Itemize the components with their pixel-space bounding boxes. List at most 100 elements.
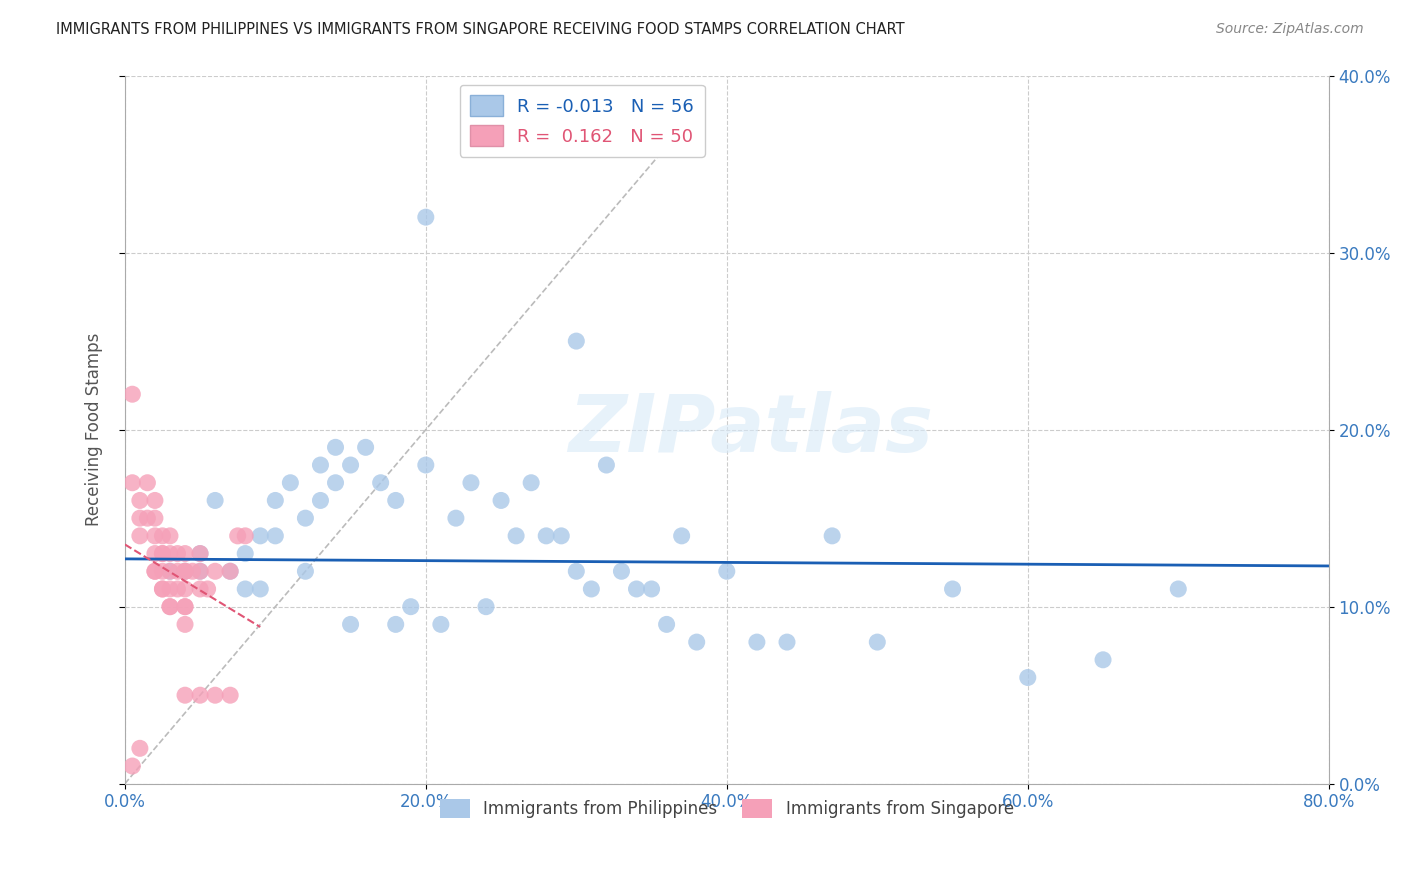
Point [520,475,543,490]
Point [143,547,166,561]
Point [1092,653,1115,667]
Point [188,547,211,561]
Point [174,582,197,596]
Point [430,617,453,632]
Point [128,493,150,508]
Point [159,564,181,578]
Text: Source: ZipAtlas.com: Source: ZipAtlas.com [1216,22,1364,37]
Point [565,564,588,578]
Point [219,564,242,578]
Point [610,564,633,578]
Point [188,564,211,578]
Point [143,493,166,508]
Point [188,582,211,596]
Text: ZIPatlas: ZIPatlas [568,391,934,468]
Point [866,635,889,649]
Point [264,529,287,543]
Point [174,564,197,578]
Point [233,547,256,561]
Point [1017,671,1039,685]
Point [671,529,693,543]
Point [219,688,242,702]
Point [152,582,174,596]
Point [821,529,844,543]
Point [204,493,226,508]
Point [655,617,678,632]
Point [294,511,316,525]
Point [174,617,197,632]
Point [121,759,143,773]
Point [174,688,197,702]
Point [339,458,361,472]
Point [686,635,709,649]
Point [152,582,174,596]
Point [384,493,406,508]
Point [505,529,527,543]
Point [370,475,392,490]
Point [166,547,188,561]
Point [159,547,181,561]
Point [159,599,181,614]
Point [136,475,159,490]
Point [309,458,332,472]
Point [166,564,188,578]
Point [550,529,572,543]
Point [219,564,242,578]
Point [159,529,181,543]
Point [152,564,174,578]
Point [159,599,181,614]
Point [325,440,347,454]
Point [166,582,188,596]
Point [188,688,211,702]
Point [174,599,197,614]
Point [415,458,437,472]
Point [152,547,174,561]
Point [174,564,197,578]
Point [1167,582,1189,596]
Point [121,475,143,490]
Point [204,688,226,702]
Point [309,493,332,508]
Point [143,511,166,525]
Point [581,582,603,596]
Point [128,529,150,543]
Point [188,564,211,578]
Point [776,635,799,649]
Point [174,547,197,561]
Point [249,582,271,596]
Point [716,564,738,578]
Point [489,493,512,508]
Legend: Immigrants from Philippines, Immigrants from Singapore: Immigrants from Philippines, Immigrants … [433,792,1021,825]
Point [325,475,347,490]
Point [233,529,256,543]
Point [152,547,174,561]
Point [152,529,174,543]
Point [475,599,498,614]
Point [136,511,159,525]
Point [595,458,617,472]
Point [565,334,588,348]
Point [415,210,437,224]
Point [354,440,377,454]
Point [188,547,211,561]
Point [159,564,181,578]
Point [128,741,150,756]
Point [174,564,197,578]
Point [339,617,361,632]
Point [626,582,648,596]
Point [460,475,482,490]
Point [399,599,422,614]
Point [143,529,166,543]
Point [174,599,197,614]
Point [264,493,287,508]
Point [745,635,768,649]
Point [226,529,249,543]
Y-axis label: Receiving Food Stamps: Receiving Food Stamps [86,333,103,526]
Point [384,617,406,632]
Point [143,564,166,578]
Point [128,511,150,525]
Point [534,529,557,543]
Point [280,475,302,490]
Point [181,564,204,578]
Point [143,564,166,578]
